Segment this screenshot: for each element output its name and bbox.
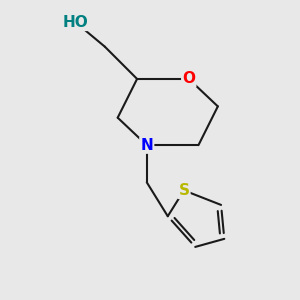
Text: S: S	[178, 183, 189, 198]
Text: HO: HO	[63, 15, 88, 30]
Text: O: O	[182, 71, 195, 86]
Text: N: N	[140, 138, 153, 153]
